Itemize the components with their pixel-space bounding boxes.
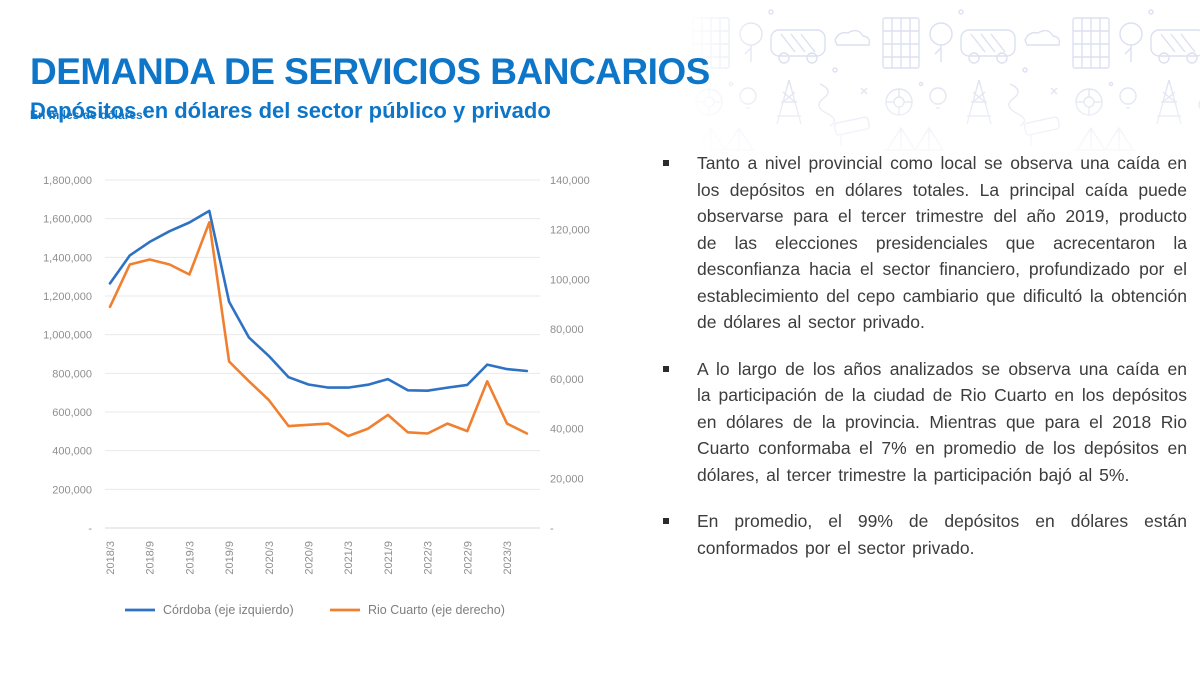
left-axis-tick-label: 1,200,000 bbox=[43, 291, 92, 303]
bullet-marker-icon bbox=[663, 365, 669, 372]
right-axis-tick-label: 140,000 bbox=[550, 175, 590, 187]
x-axis-tick-label: 2018/9 bbox=[145, 541, 157, 575]
left-axis-tick-label: 1,800,000 bbox=[43, 175, 92, 187]
bullet-item: En promedio, el 99% de depósitos en dóla… bbox=[660, 508, 1187, 561]
bullet-item: A lo largo de los años analizados se obs… bbox=[660, 356, 1187, 489]
bullet-item: Tanto a nivel provincial como local se o… bbox=[660, 150, 1187, 336]
bullet-text: Tanto a nivel provincial como local se o… bbox=[697, 153, 1187, 332]
series-line-right bbox=[108, 221, 529, 438]
x-axis-tick-label: 2020/3 bbox=[264, 541, 276, 575]
series-line-left bbox=[108, 209, 529, 392]
right-axis-tick-label: 100,000 bbox=[550, 274, 590, 286]
unit-note: En miles de dólares* bbox=[30, 108, 148, 122]
left-axis-tick-label: 1,400,000 bbox=[43, 252, 92, 264]
right-axis-tick-label: 60,000 bbox=[550, 374, 584, 386]
bullet-text: En promedio, el 99% de depósitos en dóla… bbox=[697, 511, 1187, 558]
pattern-fade-bottom bbox=[685, 0, 1200, 165]
page-subtitle: Depósitos en dólares del sector público … bbox=[30, 98, 551, 124]
right-axis-tick-label: 20,000 bbox=[550, 473, 584, 485]
left-axis-tick-label: 400,000 bbox=[52, 446, 92, 458]
commentary-bullet-list: Tanto a nivel provincial como local se o… bbox=[660, 150, 1187, 581]
x-axis-tick-label: 2022/9 bbox=[462, 541, 474, 575]
left-axis-tick-label: 600,000 bbox=[52, 407, 92, 419]
right-axis-zero-label: - bbox=[550, 523, 554, 535]
legend-label: Rio Cuarto (eje derecho) bbox=[368, 603, 505, 617]
bullet-marker-icon bbox=[663, 160, 669, 166]
left-axis-zero-label: - bbox=[88, 523, 92, 535]
right-axis-tick-label: 80,000 bbox=[550, 324, 584, 336]
background-cityscape-pattern bbox=[685, 0, 1200, 165]
x-axis-tick-label: 2023/3 bbox=[502, 541, 514, 575]
x-axis-tick-label: 2019/9 bbox=[224, 541, 236, 575]
x-axis-tick-label: 2021/3 bbox=[343, 541, 355, 575]
x-axis-tick-label: 2019/3 bbox=[184, 541, 196, 575]
bullet-text: A lo largo de los años analizados se obs… bbox=[697, 358, 1187, 485]
right-axis-tick-label: 40,000 bbox=[550, 424, 584, 436]
x-axis-tick-label: 2022/3 bbox=[423, 541, 435, 575]
legend-label: Córdoba (eje izquierdo) bbox=[163, 603, 294, 617]
left-axis-tick-label: 200,000 bbox=[52, 484, 92, 496]
line-chart-svg: 1,800,000 1,600,000 1,400,000 1,200,000 1,00… bbox=[43, 175, 590, 617]
x-axis-tick-label: 2020/9 bbox=[304, 541, 316, 575]
x-axis-tick-label: 2021/9 bbox=[383, 541, 395, 575]
left-axis-tick-label: 1,600,000 bbox=[43, 214, 92, 226]
left-axis-tick-label: 1,000,000 bbox=[43, 330, 92, 342]
left-axis-tick-label: 800,000 bbox=[52, 368, 92, 380]
x-axis-tick-label: 2018/3 bbox=[105, 541, 117, 575]
deposits-line-chart: 1,800,000 1,600,000 1,400,000 1,200,000 1,00… bbox=[30, 148, 642, 640]
bullet-marker-icon bbox=[663, 518, 669, 524]
right-axis-tick-label: 120,000 bbox=[550, 225, 590, 237]
page-title: DEMANDA DE SERVICIOS BANCARIOS bbox=[30, 50, 710, 92]
